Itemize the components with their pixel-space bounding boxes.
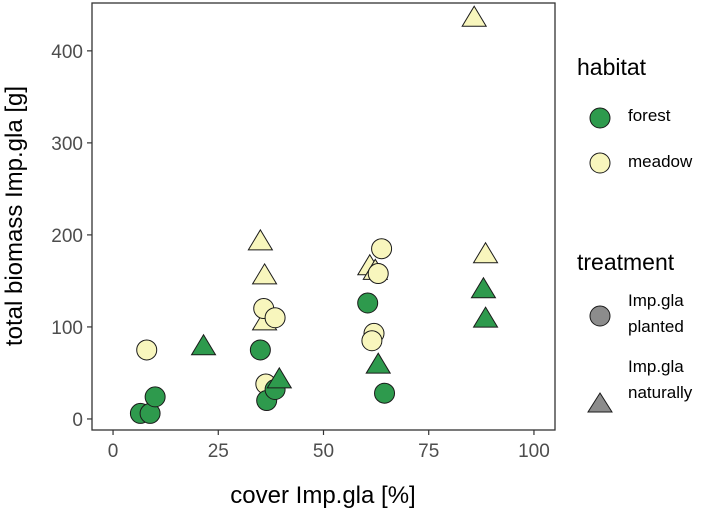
data-point-circle [136,339,158,361]
y-axis: 0 100 200 300 400 [51,42,92,431]
data-point-circle [371,238,393,260]
legend-key-planted [589,305,611,327]
data-point-circle [374,382,396,404]
legend: habitat forest meadow treatment Imp.gla … [577,54,693,413]
legend-label-planted-line2: planted [628,317,684,336]
legend-label-forest: forest [628,106,671,125]
legend-label-naturally-line2: naturally [628,383,693,402]
x-tick-label: 25 [208,441,229,462]
data-point-circle [264,307,286,329]
data-point-triangle [190,333,217,356]
legend-key-meadow [589,152,611,174]
legend-title-habitat: habitat [577,54,647,80]
data-point-triangle [365,352,392,374]
x-tick-label: 50 [313,441,334,462]
x-tick-label: 100 [518,441,550,462]
data-point-circle [367,263,389,285]
y-tick-label: 200 [51,226,83,247]
data-point-triangle [461,5,488,27]
legend-title-treatment: treatment [577,249,675,275]
data-point-circle [144,386,166,408]
data-point-triangle [472,241,499,264]
plot-area: 0 25 50 75 100 0 100 200 300 400 [51,2,556,462]
legend-label-meadow: meadow [628,152,693,171]
data-point-triangle [470,276,497,299]
y-tick-label: 400 [51,42,83,63]
legend-key-forest [589,107,611,129]
data-point-triangle [472,306,499,328]
data-point-triangle [247,228,274,251]
plot-panel-border [91,2,556,431]
x-axis-title: cover Imp.gla [%] [230,482,415,509]
data-point-circle [249,339,271,361]
x-axis: 0 25 50 75 100 [108,430,550,462]
data-point-triangle [266,366,293,389]
x-tick-label: 75 [418,441,439,462]
legend-key-naturally [587,392,613,413]
y-tick-label: 0 [72,410,83,431]
x-tick-label: 0 [108,441,119,462]
legend-label-planted-line1: Imp.gla [628,291,684,310]
data-point-circle [361,330,383,352]
data-points [129,5,499,424]
y-tick-label: 100 [51,318,83,339]
y-axis-title: total biomass Imp.gla [g] [1,86,28,346]
legend-label-naturally-line1: Imp.gla [628,357,684,376]
data-point-triangle [251,262,278,285]
data-point-circle [357,292,379,314]
y-tick-label: 300 [51,134,83,155]
